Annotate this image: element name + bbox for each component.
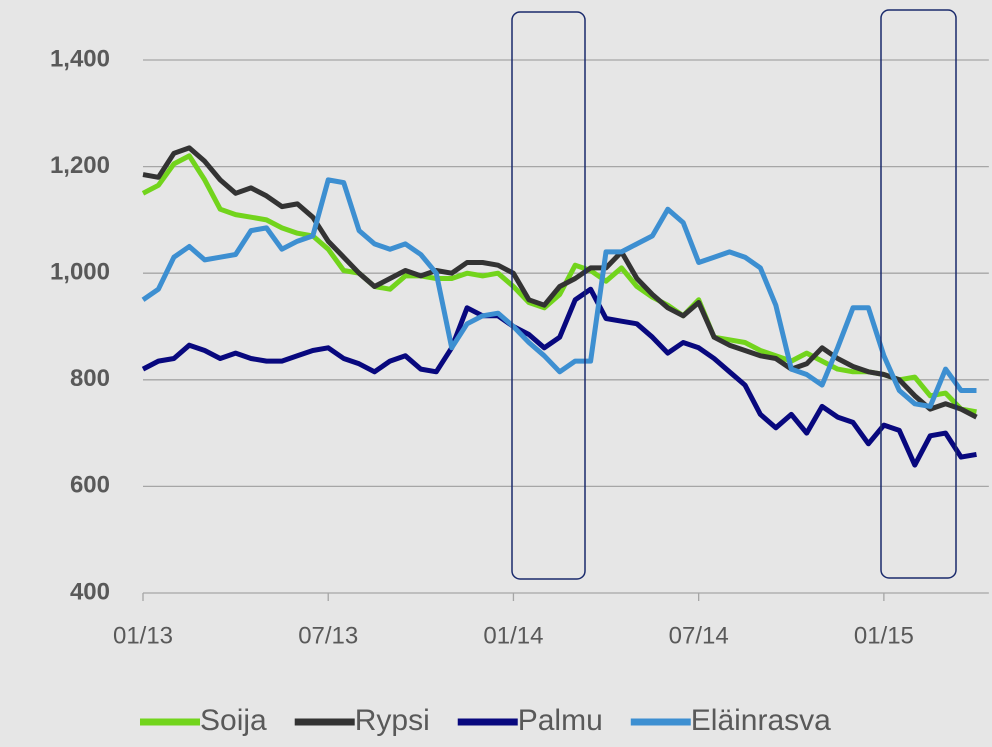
x-tick-label: 01/15	[854, 622, 914, 649]
series-line	[141, 286, 977, 468]
series-line	[141, 177, 977, 409]
y-tick-label: 1,000	[50, 259, 110, 286]
x-tick-label: 07/13	[298, 622, 358, 649]
x-tick-label: 07/14	[669, 622, 729, 649]
x-tick-label: 01/14	[483, 622, 543, 649]
highlight-box	[511, 11, 586, 580]
y-tick-label: 1,200	[50, 152, 110, 179]
series-line	[142, 145, 978, 420]
y-tick-label: 400	[70, 578, 110, 605]
legend-label: Eläinrasva	[691, 704, 831, 737]
legend-label: Palmu	[518, 704, 603, 737]
highlight-box	[880, 9, 957, 579]
y-tick-label: 800	[70, 365, 110, 392]
y-tick-label: 600	[70, 472, 110, 499]
legend-label: Rypsi	[355, 704, 430, 737]
y-tick-label: 1,400	[50, 45, 110, 72]
series-line	[141, 153, 977, 415]
legend-label: Soija	[200, 704, 267, 737]
x-tick-label: 01/13	[113, 622, 173, 649]
